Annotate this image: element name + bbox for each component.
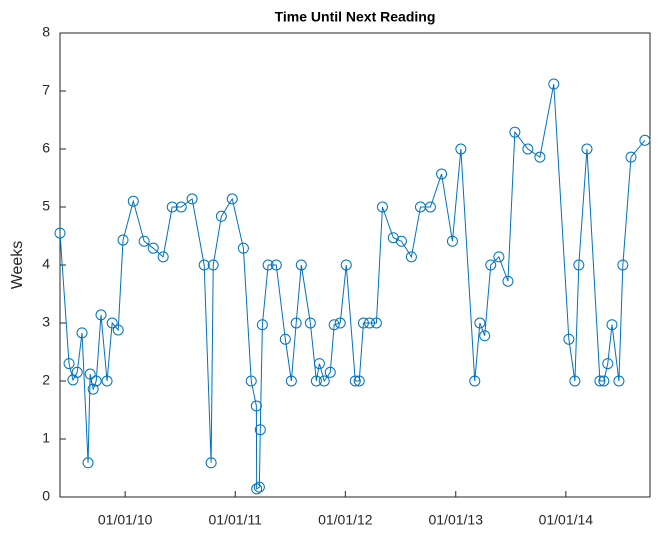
data-point xyxy=(357,317,369,329)
chart-title: Time Until Next Reading xyxy=(275,9,436,25)
data-point xyxy=(479,330,491,342)
data-point xyxy=(469,375,481,387)
data-point xyxy=(598,375,610,387)
data-point xyxy=(446,235,458,247)
data-point xyxy=(617,259,629,271)
data-point xyxy=(310,375,322,387)
data-point xyxy=(455,143,467,155)
x-tick-label: 01/01/13 xyxy=(428,512,483,528)
y-tick-label: 1 xyxy=(42,430,50,446)
y-tick-label: 0 xyxy=(42,488,50,504)
data-point xyxy=(186,193,198,205)
x-tick-label: 01/01/11 xyxy=(209,512,263,528)
data-point xyxy=(340,259,352,271)
data-point xyxy=(522,143,534,155)
data-point xyxy=(376,201,388,213)
data-point xyxy=(485,259,497,271)
data-point xyxy=(606,319,618,331)
y-tick-label: 2 xyxy=(42,372,50,388)
data-point xyxy=(245,375,257,387)
data-point xyxy=(639,134,651,146)
data-point xyxy=(295,259,307,271)
y-tick-label: 4 xyxy=(42,256,50,272)
data-point xyxy=(602,358,614,370)
data-point xyxy=(304,317,316,329)
data-point xyxy=(509,126,521,138)
data-point xyxy=(157,251,169,263)
data-point xyxy=(474,317,486,329)
data-point xyxy=(106,317,118,329)
y-tick-label: 5 xyxy=(42,198,50,214)
y-tick-label: 3 xyxy=(42,314,50,330)
x-tick-label: 01/01/10 xyxy=(98,512,153,528)
data-point xyxy=(253,481,265,493)
y-tick-label: 6 xyxy=(42,140,50,156)
data-point xyxy=(334,317,346,329)
data-point xyxy=(250,400,262,412)
data-point xyxy=(436,168,448,180)
data-point xyxy=(290,317,302,329)
data-point xyxy=(112,324,124,336)
data-point xyxy=(76,327,88,339)
data-point xyxy=(370,317,382,329)
data-point xyxy=(101,375,113,387)
data-point xyxy=(71,366,83,378)
data-point xyxy=(54,227,66,239)
data-point xyxy=(502,275,514,287)
data-point xyxy=(95,309,107,321)
data-point xyxy=(569,375,581,387)
data-point xyxy=(63,358,75,370)
data-point xyxy=(548,78,560,90)
data-point xyxy=(424,201,436,213)
data-point xyxy=(534,151,546,163)
data-point xyxy=(84,368,96,380)
data-point xyxy=(328,319,340,331)
data-point xyxy=(363,317,375,329)
data-point xyxy=(87,383,99,395)
data-point xyxy=(147,242,159,254)
data-point xyxy=(215,210,227,222)
data-point xyxy=(318,375,330,387)
data-point xyxy=(285,375,297,387)
x-tick-label: 01/01/14 xyxy=(539,512,594,528)
data-point xyxy=(313,358,325,370)
data-point xyxy=(205,457,217,469)
data-point xyxy=(573,259,585,271)
data-point xyxy=(254,424,266,436)
y-tick-label: 8 xyxy=(42,24,50,40)
data-point xyxy=(270,259,282,271)
data-point xyxy=(138,235,150,247)
data-point xyxy=(175,201,187,213)
data-point xyxy=(251,483,263,495)
data-point xyxy=(117,234,129,246)
y-tick-label: 7 xyxy=(42,82,50,98)
data-point xyxy=(581,143,593,155)
data-point xyxy=(127,195,139,207)
data-point xyxy=(349,375,361,387)
data-point xyxy=(207,259,219,271)
data-point xyxy=(198,259,210,271)
data-point xyxy=(237,242,249,254)
data-line xyxy=(59,83,646,490)
y-axis-label: Weeks xyxy=(9,241,26,290)
data-point xyxy=(256,319,268,331)
plot-frame xyxy=(59,32,651,498)
x-tick-label: 01/01/12 xyxy=(318,512,373,528)
data-point xyxy=(625,151,637,163)
data-point xyxy=(226,193,238,205)
data-point xyxy=(166,201,178,213)
data-point xyxy=(90,375,102,387)
data-point xyxy=(262,259,274,271)
data-point xyxy=(324,366,336,378)
data-point xyxy=(613,375,625,387)
data-point xyxy=(594,375,606,387)
data-point xyxy=(279,333,291,345)
data-point xyxy=(395,235,407,247)
data-point xyxy=(405,251,417,263)
data-point xyxy=(563,333,575,345)
data-point xyxy=(493,251,505,263)
data-point xyxy=(82,457,94,469)
data-point xyxy=(353,375,365,387)
